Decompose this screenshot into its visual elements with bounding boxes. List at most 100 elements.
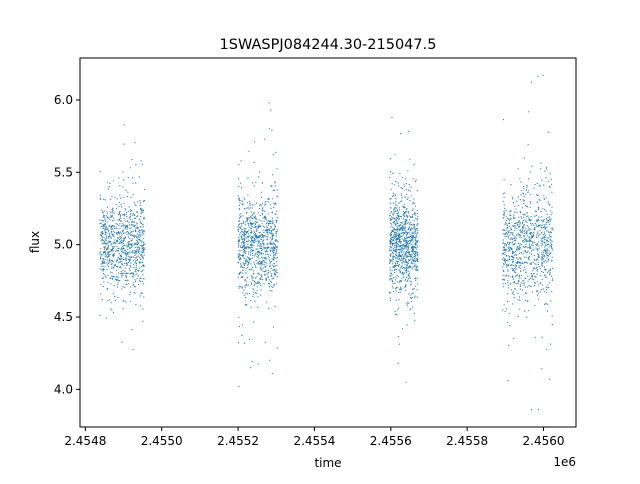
data-point — [395, 277, 397, 279]
data-point — [389, 233, 391, 235]
data-point — [546, 250, 549, 252]
data-point — [417, 216, 419, 218]
data-point — [395, 250, 397, 252]
data-point — [523, 203, 525, 205]
data-point — [244, 286, 246, 288]
data-point — [389, 254, 392, 256]
data-point — [397, 226, 399, 228]
data-point — [117, 219, 119, 221]
data-point — [543, 258, 545, 260]
data-point — [105, 253, 107, 255]
data-point — [111, 225, 113, 227]
data-point — [129, 251, 131, 253]
data-point — [240, 250, 242, 252]
data-point — [400, 193, 402, 195]
data-point — [239, 272, 241, 274]
data-point — [114, 264, 116, 267]
data-point — [541, 242, 543, 244]
data-point — [407, 249, 409, 251]
data-point — [399, 280, 401, 282]
data-point — [242, 242, 245, 244]
data-point — [135, 227, 137, 229]
data-point — [123, 217, 125, 219]
data-point — [107, 281, 109, 284]
data-point — [262, 207, 264, 209]
data-point — [546, 230, 548, 232]
data-point — [538, 298, 540, 300]
data-point — [110, 244, 112, 246]
data-point — [524, 237, 527, 239]
data-point — [528, 236, 530, 238]
data-point — [259, 246, 261, 248]
data-point — [135, 264, 137, 267]
data-point — [253, 280, 255, 282]
data-point — [267, 271, 269, 273]
data-point — [508, 250, 510, 252]
data-point — [111, 215, 114, 217]
data-point — [528, 228, 530, 230]
data-point — [275, 232, 277, 234]
data-point — [406, 276, 408, 279]
data-point — [510, 232, 512, 234]
data-point — [108, 233, 110, 235]
data-point — [399, 234, 401, 237]
data-point — [400, 288, 402, 290]
data-point — [254, 215, 257, 217]
data-point — [255, 292, 257, 294]
data-point — [545, 237, 547, 239]
data-point — [540, 211, 542, 213]
data-point — [502, 266, 504, 268]
data-point — [246, 284, 248, 286]
data-point — [415, 243, 417, 245]
data-point — [525, 205, 527, 207]
data-point — [260, 263, 262, 265]
data-point — [125, 257, 128, 259]
data-point — [411, 248, 414, 250]
data-point — [141, 255, 144, 257]
data-point — [392, 214, 395, 216]
data-point — [400, 267, 402, 269]
data-point — [137, 215, 139, 217]
data-point — [507, 235, 509, 237]
data-point — [135, 205, 137, 207]
data-point — [507, 270, 509, 272]
data-point — [108, 217, 110, 219]
data-point — [248, 247, 250, 249]
data-point — [544, 252, 547, 254]
data-point — [403, 261, 405, 263]
data-point — [110, 230, 113, 233]
data-point — [268, 257, 270, 259]
data-point — [275, 250, 277, 252]
y-tick-label: 4.0 — [54, 382, 73, 396]
data-point — [505, 233, 507, 235]
data-point — [258, 236, 260, 238]
data-point — [139, 261, 141, 263]
data-point — [127, 253, 129, 255]
data-point — [245, 250, 247, 252]
data-point — [551, 240, 553, 242]
data-point — [403, 274, 405, 276]
data-point — [542, 252, 545, 254]
data-point — [103, 227, 105, 229]
data-point — [141, 229, 143, 231]
data-point — [396, 221, 398, 223]
data-point — [269, 237, 271, 239]
data-point — [405, 242, 407, 244]
data-point — [121, 225, 123, 227]
data-point — [275, 245, 277, 248]
data-point — [504, 207, 506, 209]
data-point — [402, 254, 404, 256]
data-point — [247, 231, 249, 233]
data-point — [397, 219, 400, 221]
data-point — [400, 289, 402, 291]
data-point — [240, 286, 242, 288]
data-point — [403, 203, 405, 205]
data-point — [122, 274, 124, 277]
data-point — [391, 236, 394, 238]
data-point — [104, 262, 106, 264]
data-point — [112, 217, 114, 219]
data-point — [522, 253, 524, 255]
data-point — [399, 249, 401, 251]
data-point — [389, 291, 391, 293]
data-point — [547, 219, 549, 221]
